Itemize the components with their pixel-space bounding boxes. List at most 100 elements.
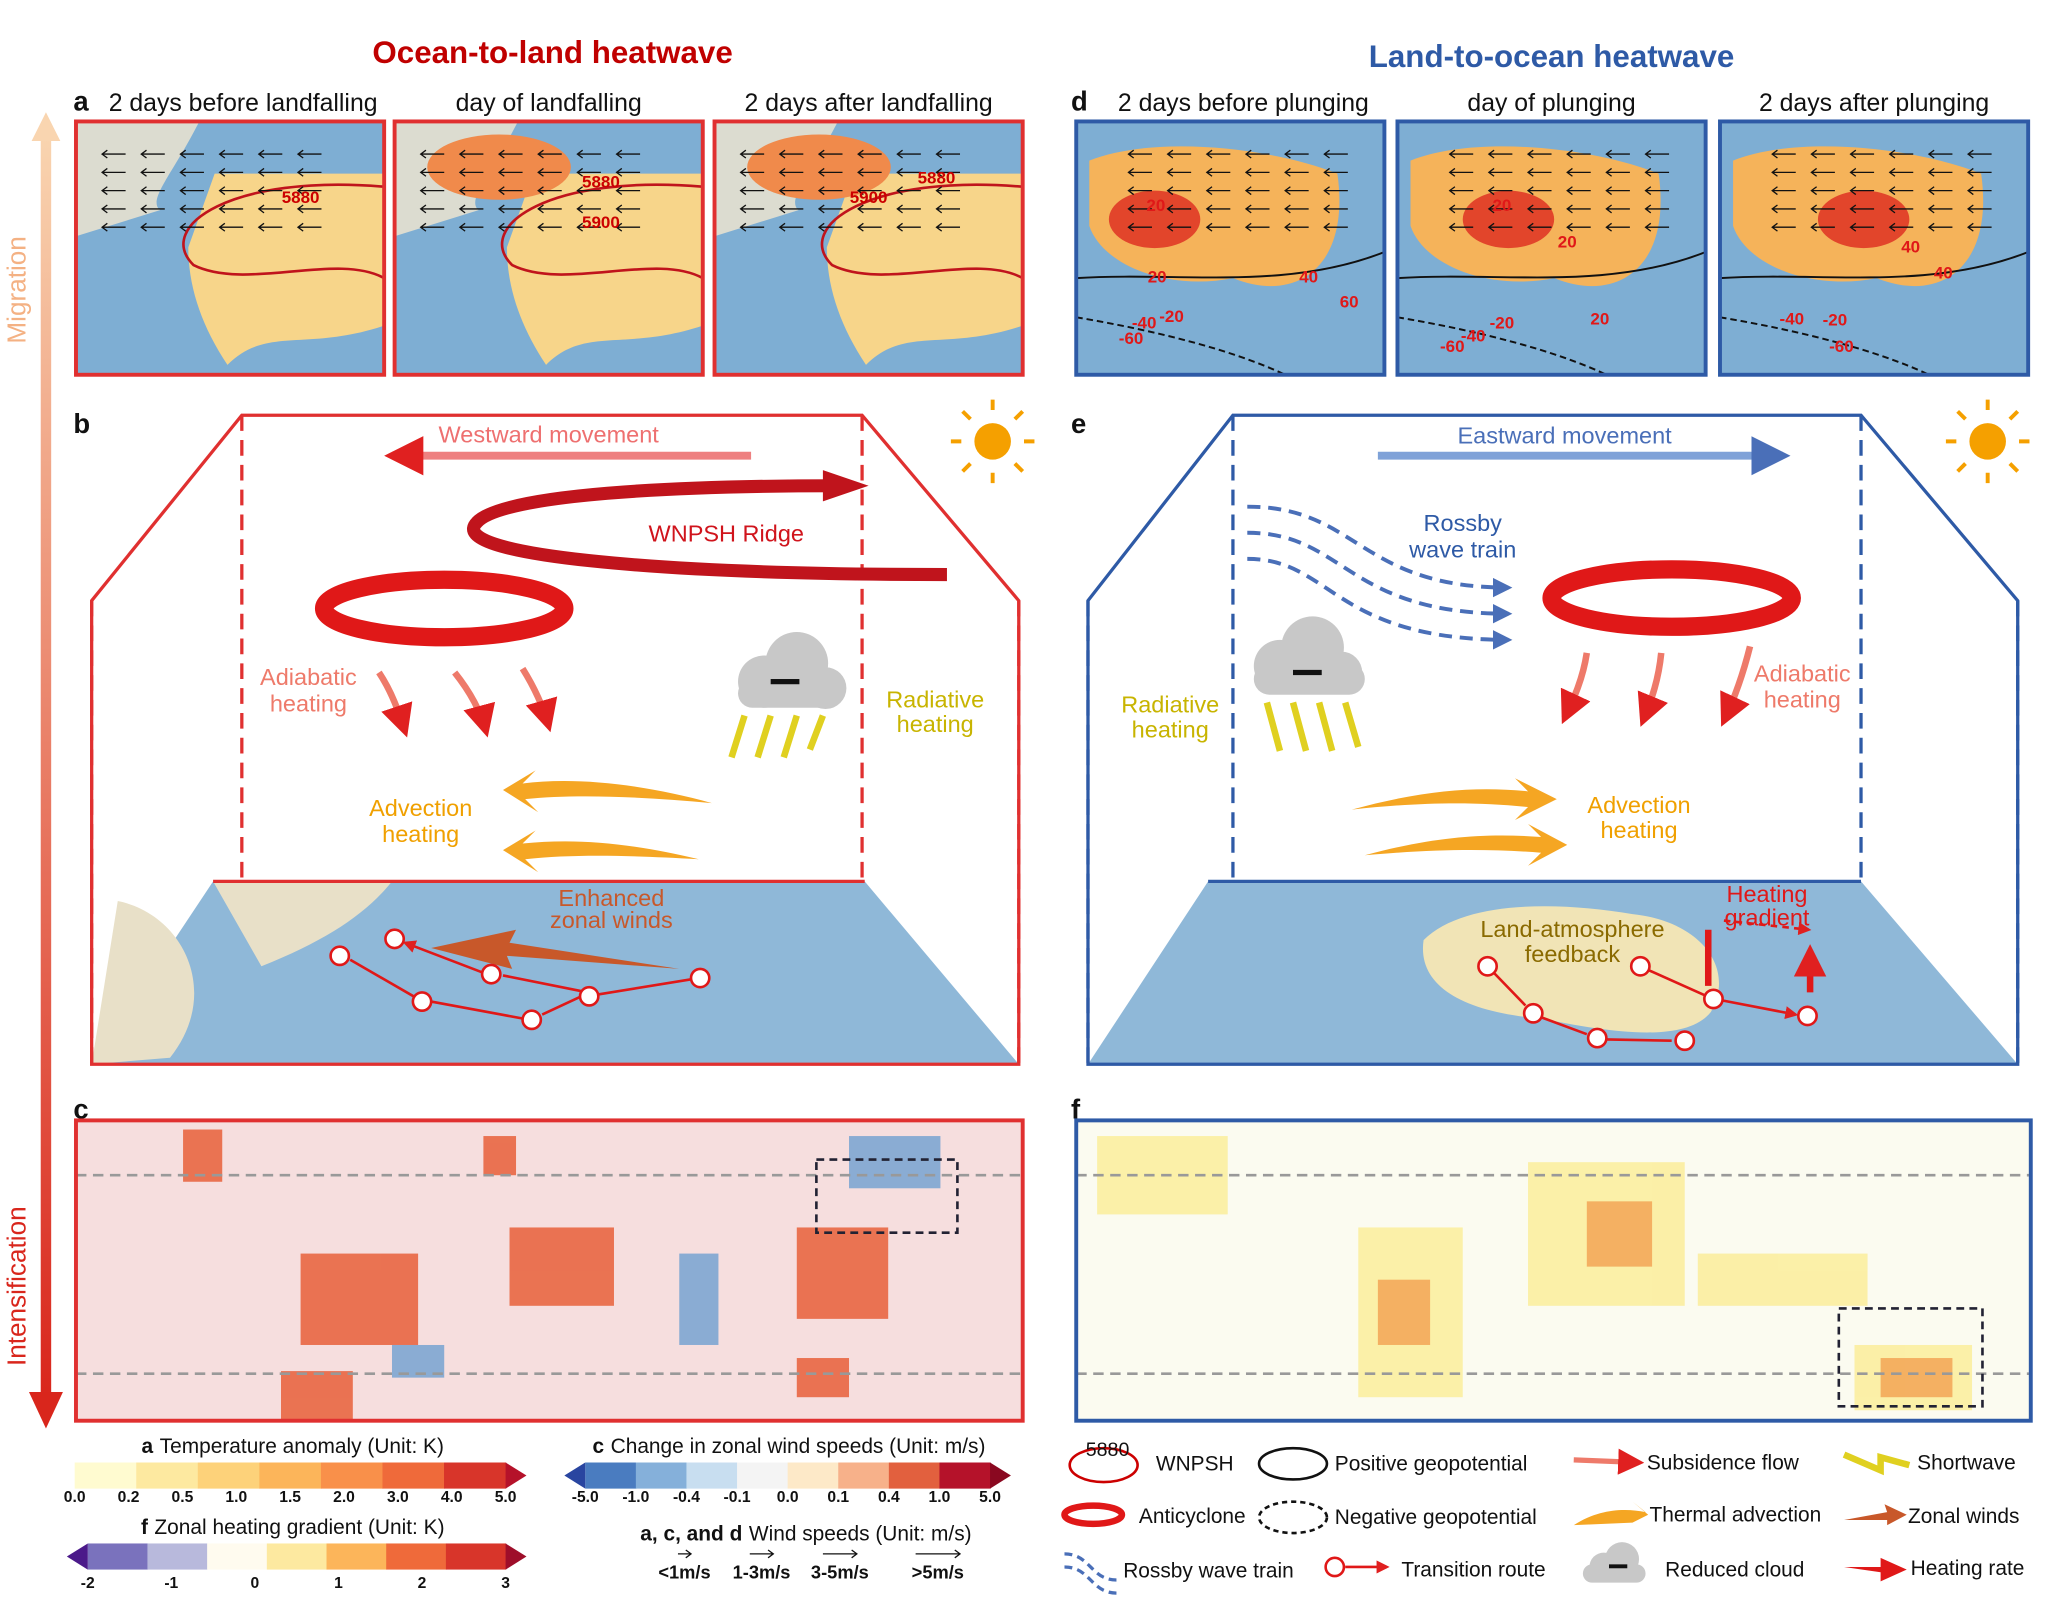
legend-label: Anticyclone bbox=[1139, 1505, 1246, 1528]
wind-vector bbox=[1526, 186, 1552, 196]
colorbar-segment bbox=[686, 1462, 738, 1489]
wind-vector bbox=[296, 149, 322, 159]
wind-vector bbox=[419, 186, 445, 196]
wind-vector bbox=[497, 204, 523, 214]
wind-vector bbox=[1244, 167, 1270, 177]
legend-label: Positive geopotential bbox=[1335, 1453, 1528, 1476]
wind-vector bbox=[257, 222, 283, 232]
wind-vector bbox=[615, 204, 641, 214]
shape bbox=[1076, 1173, 2031, 1376]
wind-vector bbox=[857, 222, 882, 232]
shape bbox=[1844, 1504, 1907, 1526]
wind-vector bbox=[1526, 204, 1552, 214]
colorbar-segment bbox=[326, 1543, 387, 1570]
shape bbox=[519, 666, 558, 733]
shape bbox=[376, 670, 413, 738]
wind-vector bbox=[1644, 167, 1670, 177]
wind-vector bbox=[458, 149, 484, 159]
shape bbox=[349, 943, 700, 1020]
axis-label: Migration bbox=[1, 236, 31, 343]
shape bbox=[1263, 701, 1362, 752]
frame-title: 2 days before landfalling bbox=[109, 90, 378, 117]
wind-vector bbox=[257, 167, 283, 177]
wind-vector bbox=[497, 149, 523, 159]
wind-vector bbox=[419, 149, 445, 159]
legend-label: Rossby wave train bbox=[1123, 1560, 1294, 1583]
wind-vector bbox=[1927, 186, 1953, 196]
frame-title: 2 days before plunging bbox=[1118, 90, 1369, 117]
arrow-head bbox=[822, 470, 869, 502]
wind-vector bbox=[1810, 204, 1835, 214]
legend-label: Shortwave bbox=[1917, 1451, 2016, 1474]
shape bbox=[1945, 399, 2030, 484]
shape bbox=[796, 1358, 850, 1398]
shape bbox=[452, 670, 496, 738]
wind-vector bbox=[1927, 204, 1953, 214]
wind-vector bbox=[739, 186, 765, 196]
colorbar-segment bbox=[838, 1462, 890, 1489]
wind-vector bbox=[1605, 204, 1630, 214]
wind-vector bbox=[1244, 149, 1270, 159]
wind-vector bbox=[1967, 149, 1992, 159]
colorbar-tick: -5.0 bbox=[572, 1489, 599, 1506]
wind-vector bbox=[1771, 186, 1796, 196]
shape bbox=[1674, 1030, 1696, 1052]
shape bbox=[728, 714, 826, 759]
wind-sample bbox=[822, 1549, 858, 1559]
shape bbox=[1720, 645, 1754, 727]
colorbar-tick: 1 bbox=[334, 1575, 343, 1592]
wind-vector bbox=[1526, 167, 1552, 177]
contour-label: 40 bbox=[1299, 268, 1318, 287]
colorbar-tick: 0.0 bbox=[64, 1489, 86, 1506]
wind-vector bbox=[1849, 204, 1875, 214]
wind-vector bbox=[896, 186, 921, 196]
colorbar-tick: 3.0 bbox=[387, 1489, 409, 1506]
land bbox=[1422, 906, 1720, 1033]
legend-label: Zonal winds bbox=[1908, 1505, 2019, 1528]
colorbar-segment bbox=[585, 1462, 637, 1489]
wind-vector bbox=[537, 222, 562, 232]
colorbar-segment bbox=[737, 1462, 789, 1489]
map-c bbox=[74, 1118, 1025, 1423]
axis-bar bbox=[40, 130, 52, 1398]
shape bbox=[183, 1129, 223, 1182]
wind-vector bbox=[1284, 186, 1309, 196]
frame-title: 2 days after plunging bbox=[1759, 90, 1989, 117]
shape bbox=[849, 1136, 941, 1189]
wind-vector bbox=[140, 222, 165, 232]
shape bbox=[1064, 1552, 1117, 1595]
cloud-minus bbox=[1292, 669, 1322, 676]
panel-label: f bbox=[1071, 1093, 1081, 1124]
map-row: 2 days before landfalling 5880 day of land… bbox=[74, 90, 2031, 377]
shape bbox=[1842, 1451, 1911, 1476]
wind-vector bbox=[739, 222, 765, 232]
shape bbox=[1487, 966, 1796, 1043]
colorbar-tick: 1.0 bbox=[929, 1489, 951, 1506]
legend-label: Transition route bbox=[1401, 1558, 1545, 1581]
wind-vector bbox=[857, 204, 882, 214]
wind-vector bbox=[1888, 222, 1914, 232]
wind-scale-title: a, c, and d Wind speeds (Unit: m/s) bbox=[640, 1522, 971, 1545]
contour bbox=[1076, 316, 1286, 376]
axis-label: Intensification bbox=[1, 1206, 31, 1366]
map-frame bbox=[712, 119, 1025, 377]
wind-vector bbox=[1888, 149, 1914, 159]
colorbar-segment bbox=[445, 1543, 507, 1570]
map-frame bbox=[74, 119, 387, 377]
wind-vector bbox=[1967, 204, 1992, 214]
contour-label: 5900 bbox=[850, 188, 888, 207]
text: Change in zonal wind speeds (Unit: m/s) bbox=[611, 1434, 986, 1457]
colorbar-tick: -0.4 bbox=[673, 1489, 700, 1506]
colorbar-end bbox=[66, 1543, 88, 1570]
contour-label: -60 bbox=[1829, 337, 1854, 356]
shape bbox=[1629, 955, 1651, 977]
wind-vector bbox=[857, 149, 882, 159]
anticyclone bbox=[1542, 560, 1801, 636]
contour-label: -40 bbox=[1780, 309, 1805, 328]
shape bbox=[950, 399, 1035, 484]
colorbar-segment bbox=[386, 1543, 447, 1570]
wind-vector bbox=[179, 167, 204, 177]
contour bbox=[182, 183, 385, 280]
shape bbox=[1086, 413, 2020, 1066]
colorbar-segment bbox=[320, 1462, 384, 1489]
